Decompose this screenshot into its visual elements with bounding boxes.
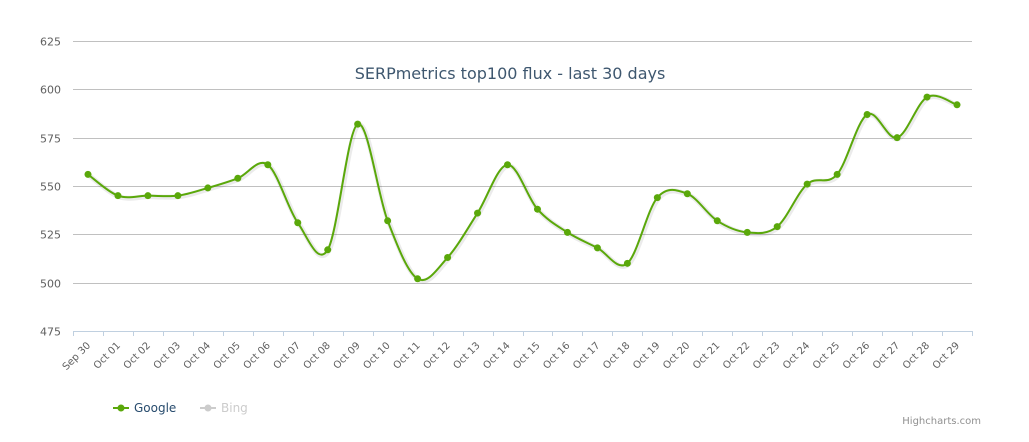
x-tick-label: Oct 27 [871, 340, 902, 371]
data-point[interactable] [474, 209, 482, 217]
x-axis [73, 331, 973, 336]
y-tick-label: 475 [40, 326, 61, 339]
data-point[interactable] [114, 192, 122, 200]
data-point[interactable] [264, 161, 272, 169]
data-point[interactable] [683, 190, 691, 198]
x-tick-label: Oct 23 [751, 340, 782, 371]
x-tick-label: Oct 07 [272, 340, 303, 371]
data-point[interactable] [84, 170, 92, 178]
y-tick-label: 525 [40, 229, 61, 242]
data-point[interactable] [803, 180, 811, 188]
legend: Google Bing [113, 401, 248, 415]
data-point[interactable] [204, 184, 212, 192]
x-tick-label: Oct 26 [841, 340, 872, 371]
data-point[interactable] [234, 174, 242, 182]
data-point[interactable] [324, 246, 332, 254]
highcharts-credit[interactable]: Highcharts.com [902, 416, 981, 427]
x-tick-label: Oct 29 [931, 340, 962, 371]
data-point[interactable] [923, 93, 931, 101]
x-tick-label: Oct 02 [122, 340, 153, 371]
y-tick-label: 575 [40, 133, 61, 146]
data-point[interactable] [863, 110, 871, 118]
data-point[interactable] [504, 161, 512, 169]
data-point[interactable] [593, 244, 601, 252]
data-point[interactable] [743, 228, 751, 236]
x-tick-label: Oct 12 [421, 340, 452, 371]
x-tick-label: Oct 11 [391, 340, 422, 371]
data-point[interactable] [174, 192, 182, 200]
x-tick-label: Oct 01 [92, 340, 123, 371]
x-tick-label: Oct 28 [901, 340, 932, 371]
legend-item-google[interactable]: Google [113, 401, 176, 415]
legend-item-bing[interactable]: Bing [200, 401, 248, 415]
data-point[interactable] [354, 120, 362, 128]
data-point[interactable] [444, 254, 452, 262]
x-tick-label: Oct 10 [362, 340, 393, 371]
data-point[interactable] [533, 205, 541, 213]
data-point[interactable] [833, 170, 841, 178]
data-point[interactable] [294, 219, 302, 227]
chart-title: SERPmetrics top100 flux - last 30 days [355, 64, 666, 83]
data-point[interactable] [384, 217, 392, 225]
gridlines [73, 41, 972, 284]
x-tick-label: Oct 15 [511, 340, 542, 371]
x-tick-label: Oct 03 [152, 340, 183, 371]
x-tick-label: Oct 13 [451, 340, 482, 371]
x-tick-label: Oct 16 [541, 340, 572, 371]
x-tick-label: Oct 05 [212, 340, 243, 371]
x-tick-label: Oct 14 [481, 340, 512, 371]
data-point[interactable] [953, 101, 961, 109]
x-tick-label: Sep 30 [61, 340, 93, 372]
data-point[interactable] [713, 217, 721, 225]
data-point[interactable] [773, 223, 781, 231]
data-point[interactable] [623, 259, 631, 267]
legend-marker-symbol [204, 404, 212, 412]
legend-label: Bing [221, 401, 248, 415]
x-tick-label: Oct 17 [571, 340, 602, 371]
legend-label: Google [134, 401, 176, 415]
series-layer [84, 93, 961, 284]
y-tick-label: 550 [40, 181, 61, 194]
x-tick-label: Oct 08 [302, 340, 333, 371]
x-tick-label: Oct 18 [601, 340, 632, 371]
legend-marker-symbol [117, 404, 125, 412]
y-tick-label: 600 [40, 84, 61, 97]
x-tick-label: Oct 20 [661, 340, 692, 371]
x-tick-label: Oct 09 [332, 340, 363, 371]
data-point[interactable] [414, 275, 422, 283]
y-tick-label: 500 [40, 278, 61, 291]
x-tick-label: Oct 25 [811, 340, 842, 371]
data-point[interactable] [563, 228, 571, 236]
x-tick-label: Oct 21 [691, 340, 722, 371]
series-shadow [87, 94, 959, 284]
x-tick-label: Oct 19 [631, 340, 662, 371]
x-tick-label: Oct 24 [781, 340, 812, 371]
data-point[interactable] [144, 192, 152, 200]
data-point[interactable] [893, 134, 901, 142]
data-point[interactable] [653, 194, 661, 202]
x-tick-label: Oct 06 [242, 340, 273, 371]
x-tick-label: Oct 22 [721, 340, 752, 371]
x-tick-label: Oct 04 [182, 340, 213, 371]
y-tick-label: 625 [40, 36, 61, 49]
y-axis-ticks: 475 500 525 550 575 600 625 [40, 36, 61, 339]
